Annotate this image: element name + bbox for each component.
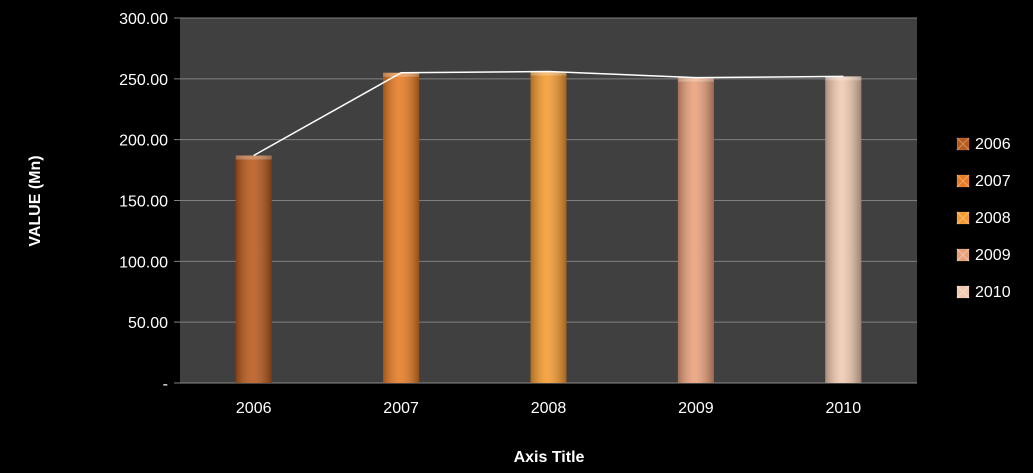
bar-top-cap [235, 155, 272, 160]
y-tick-label: 300.00 [119, 11, 168, 28]
legend-label: 2006 [975, 136, 1011, 153]
y-tick-label: - [163, 376, 168, 393]
bar-top-cap [383, 72, 420, 77]
x-tick-label: 2006 [236, 400, 272, 417]
bar-top-cap [530, 71, 567, 76]
legend-label: 2009 [975, 247, 1011, 264]
trend-line-path [253, 70, 844, 157]
y-tick-label: 150.00 [119, 194, 168, 211]
legend-swatch-bevel [956, 211, 970, 225]
bar-shading [383, 72, 420, 383]
legend-swatch-bevel [956, 137, 970, 151]
x-tick-label: 2010 [826, 400, 862, 417]
y-axis-title: VALUE (Mn) [27, 155, 44, 246]
legend-label: 2008 [975, 210, 1011, 227]
y-tick-label: 250.00 [119, 72, 168, 89]
legend-swatch [956, 211, 970, 225]
y-tick-label: 100.00 [119, 254, 168, 271]
legend-swatch-bevel [956, 248, 970, 262]
x-tick-labels: 2006 2007 2008 2009 2010 [236, 400, 861, 417]
x-axis-title: Axis Title [514, 449, 585, 466]
x-tick-label: 2007 [383, 400, 419, 417]
legend-swatch [956, 137, 970, 151]
bar-shading [530, 71, 567, 384]
legend-swatch-bevel [956, 285, 970, 299]
trend-line [253, 70, 844, 157]
bar-shading [677, 77, 714, 383]
legend-swatch [956, 248, 970, 262]
bar-shading [825, 76, 862, 384]
bar-top-cap [677, 77, 714, 82]
legend: 2006 2007 2008 2009 2010 [956, 136, 1011, 301]
bar-shading [235, 155, 272, 383]
y-tick-labels: - 50.00 100.00 150.00 200.00 250.00 300.00 [119, 11, 168, 393]
x-tick-label: 2008 [531, 400, 567, 417]
legend-swatch [956, 285, 970, 299]
bar-top-cap [825, 76, 862, 81]
legend-swatch [956, 174, 970, 188]
x-tick-label: 2009 [678, 400, 714, 417]
legend-swatch-bevel [956, 174, 970, 188]
y-tick-label: 200.00 [119, 133, 168, 150]
bars [235, 71, 862, 384]
legend-label: 2007 [975, 173, 1011, 190]
legend-label: 2010 [975, 284, 1011, 301]
y-tick-label: 50.00 [128, 315, 168, 332]
